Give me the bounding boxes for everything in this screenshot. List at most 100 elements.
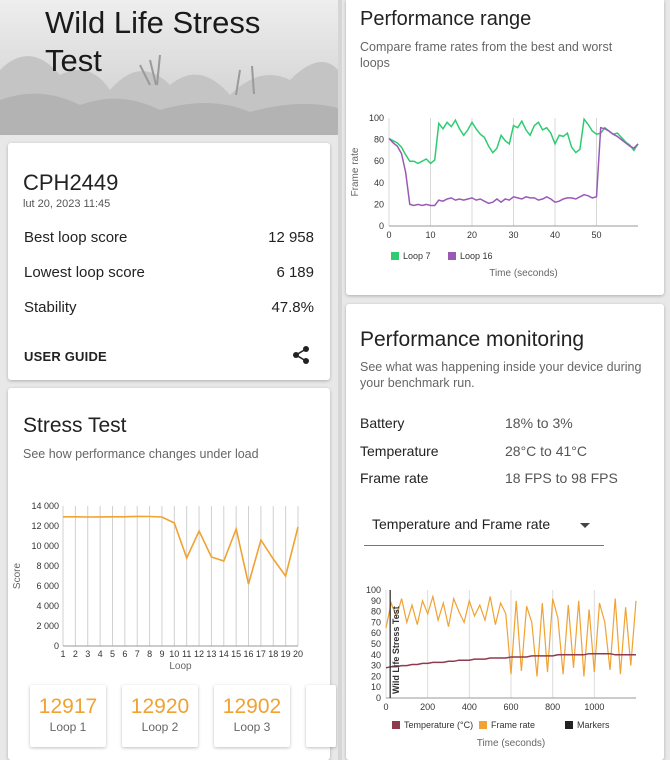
hero-title: Wild Life Stress Test bbox=[45, 5, 261, 78]
share-icon[interactable] bbox=[291, 345, 311, 365]
loop-2-score: 12920 bbox=[130, 695, 190, 718]
x-tick-label: 20 bbox=[467, 230, 477, 240]
y-tick-label: 8 000 bbox=[36, 561, 59, 571]
loop-1-tile[interactable]: 12917 Loop 1 bbox=[30, 685, 106, 747]
summary-card: CPH2449 lut 20, 2023 11:45 Best loop sco… bbox=[8, 143, 330, 380]
y-tick-label: 20 bbox=[374, 199, 384, 209]
loop-2-label: Loop 2 bbox=[141, 720, 179, 734]
column-divider bbox=[338, 0, 342, 760]
left-column: Wild Life Stress Test CPH2449 lut 20, 20… bbox=[0, 0, 338, 760]
x-tick-label: 0 bbox=[386, 230, 391, 240]
x-tick-label: 12 bbox=[194, 649, 204, 659]
lowest-loop-value: 6 189 bbox=[276, 264, 314, 281]
x-tick-label: 10 bbox=[425, 230, 435, 240]
x-tick-label: 400 bbox=[462, 702, 477, 712]
loop-3-tile[interactable]: 12902 Loop 3 bbox=[214, 685, 290, 747]
performance-monitoring-card: Performance monitoring See what was happ… bbox=[346, 304, 664, 760]
y-tick-label: 80 bbox=[371, 607, 381, 617]
legend-label: Temperature (°C) bbox=[404, 720, 473, 730]
y-tick-label: 100 bbox=[369, 113, 384, 123]
best-loop-label: Best loop score bbox=[24, 229, 128, 246]
y-tick-label: 4 000 bbox=[36, 601, 59, 611]
y-tick-label: 20 bbox=[371, 671, 381, 681]
frame-rate-label: Frame rate bbox=[360, 470, 429, 486]
y-tick-label: 80 bbox=[374, 135, 384, 145]
x-tick-label: 7 bbox=[135, 649, 140, 659]
x-tick-label: 18 bbox=[268, 649, 278, 659]
hero-rock-illustration bbox=[0, 54, 338, 135]
x-axis-title: Time (seconds) bbox=[489, 268, 558, 279]
metric-select[interactable]: Temperature and Frame rate bbox=[364, 507, 604, 546]
y-tick-label: 60 bbox=[374, 156, 384, 166]
y-tick-label: 0 bbox=[379, 221, 384, 231]
x-tick-label: 11 bbox=[182, 649, 191, 659]
right-column: Performance range Compare frame rates fr… bbox=[342, 0, 670, 760]
user-guide-link[interactable]: USER GUIDE bbox=[24, 349, 107, 364]
x-tick-label: 1 bbox=[60, 649, 65, 659]
stress-test-subtitle: See how performance changes under load bbox=[23, 447, 259, 461]
metric-select-value: Temperature and Frame rate bbox=[372, 516, 551, 532]
y-tick-label: 10 bbox=[371, 682, 381, 692]
legend-swatch bbox=[479, 721, 487, 729]
x-tick-label: 15 bbox=[231, 649, 241, 659]
legend-swatch bbox=[392, 721, 400, 729]
legend-swatch bbox=[448, 252, 456, 260]
x-tick-label: 5 bbox=[110, 649, 115, 659]
performance-monitoring-title: Performance monitoring bbox=[360, 328, 585, 351]
device-name: CPH2449 bbox=[23, 170, 119, 195]
stability-value: 47.8% bbox=[271, 299, 314, 316]
loop-3-score: 12902 bbox=[222, 695, 282, 718]
legend-label: Frame rate bbox=[491, 720, 535, 730]
loop-4-tile-partial[interactable] bbox=[306, 685, 336, 747]
performance-monitoring-subtitle: See what was happening inside your devic… bbox=[360, 360, 642, 390]
battery-value: 18% to 3% bbox=[505, 415, 573, 431]
y-tick-label: 12 000 bbox=[31, 521, 59, 531]
best-loop-value: 12 958 bbox=[268, 229, 314, 246]
x-tick-label: 8 bbox=[147, 649, 152, 659]
x-axis-title: Time (seconds) bbox=[477, 738, 546, 749]
y-tick-label: 0 bbox=[376, 693, 381, 703]
frame-rate-value: 18 FPS to 98 FPS bbox=[505, 470, 618, 486]
y-tick-label: 10 000 bbox=[31, 541, 59, 551]
marker-label: Wild Life Stress Test bbox=[391, 606, 401, 694]
score-series-line bbox=[63, 515, 299, 585]
series-line-1 bbox=[388, 117, 639, 165]
stability-label: Stability bbox=[24, 299, 77, 316]
run-date: lut 20, 2023 11:45 bbox=[23, 198, 111, 210]
frame-rate-range-chart: 0 20 40 60 80 100 0 10 20 30 40 50 Frame rate Loop 7 L… bbox=[350, 113, 639, 279]
lowest-loop-row: Lowest loop score 6 189 bbox=[24, 264, 314, 281]
x-tick-label: 50 bbox=[591, 230, 601, 240]
x-tick-label: 0 bbox=[383, 702, 388, 712]
y-axis-title: Score bbox=[12, 563, 23, 590]
loop-1-score: 12917 bbox=[38, 695, 98, 718]
x-axis-title: Loop bbox=[169, 661, 192, 672]
y-tick-label: 6 000 bbox=[36, 581, 59, 591]
y-tick-label: 60 bbox=[371, 628, 381, 638]
loop-3-label: Loop 3 bbox=[233, 720, 271, 734]
x-tick-label: 17 bbox=[256, 649, 266, 659]
series-line-2 bbox=[388, 126, 639, 207]
x-tick-label: 19 bbox=[281, 649, 291, 659]
y-tick-label: 14 000 bbox=[31, 501, 59, 511]
x-tick-label: 200 bbox=[420, 702, 435, 712]
x-tick-label: 3 bbox=[85, 649, 90, 659]
stress-test-title: Stress Test bbox=[23, 414, 127, 437]
x-tick-label: 10 bbox=[169, 649, 179, 659]
best-loop-row: Best loop score 12 958 bbox=[24, 229, 314, 246]
hero-banner: Wild Life Stress Test bbox=[0, 0, 338, 135]
x-tick-label: 9 bbox=[159, 649, 164, 659]
stress-score-chart: 0 2 000 4 000 6 000 8 000 10 000 12 000 14 000 1… bbox=[12, 501, 303, 672]
loop-1-label: Loop 1 bbox=[49, 720, 87, 734]
temperature-series-line bbox=[385, 652, 636, 669]
y-tick-label: 90 bbox=[371, 596, 381, 606]
battery-label: Battery bbox=[360, 415, 405, 431]
frame-rate-series-line bbox=[385, 594, 637, 677]
legend-label-markers: Markers bbox=[577, 720, 610, 730]
x-tick-label: 20 bbox=[293, 649, 303, 659]
legend-swatch bbox=[391, 252, 399, 260]
x-tick-label: 16 bbox=[244, 649, 254, 659]
loop-2-tile[interactable]: 12920 Loop 2 bbox=[122, 685, 198, 747]
legend-label: Loop 7 bbox=[403, 251, 431, 261]
stability-row: Stability 47.8% bbox=[24, 299, 314, 316]
